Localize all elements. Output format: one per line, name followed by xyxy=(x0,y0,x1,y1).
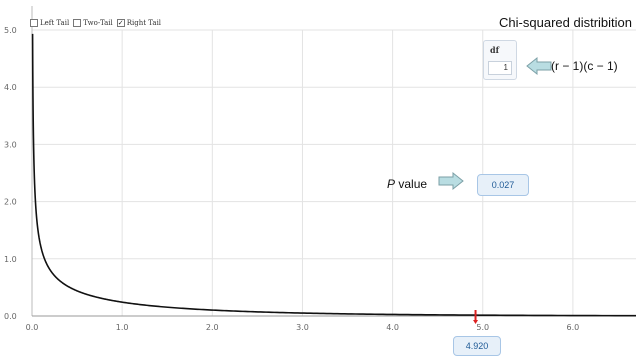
x-tick-label: 5.0 xyxy=(476,323,489,332)
y-tick-label: 4.0 xyxy=(4,83,17,92)
y-tick-label: 5.0 xyxy=(4,26,17,35)
x-tick-label: 0.0 xyxy=(26,323,39,332)
right-arrow-icon xyxy=(438,171,464,191)
critical-value-input[interactable]: 4.920 xyxy=(453,336,501,356)
x-tick-label: 4.0 xyxy=(386,323,399,332)
left-tail-option[interactable]: Left Tail xyxy=(30,19,69,27)
p-value-label-italic: P xyxy=(387,177,396,191)
p-value-label: P value xyxy=(387,177,427,191)
y-tick-label: 1.0 xyxy=(4,255,17,264)
x-tick-label: 2.0 xyxy=(206,323,219,332)
df-input[interactable]: 1 xyxy=(488,61,512,75)
right-tail-option[interactable]: ✓ Right Tail xyxy=(116,19,162,27)
p-value-label-rest: value xyxy=(395,177,428,191)
tail-selector: Left Tail Two-Tail ✓ Right Tail xyxy=(30,16,161,30)
critical-value-marker-tip xyxy=(473,320,479,324)
x-tick-label: 6.0 xyxy=(567,323,580,332)
x-tick-label: 1.0 xyxy=(116,323,129,332)
y-tick-label: 3.0 xyxy=(4,140,17,149)
df-formula-annotation: (r − 1)(c − 1) xyxy=(551,59,618,73)
left-tail-checkbox[interactable] xyxy=(30,19,38,27)
left-arrow-icon xyxy=(526,56,552,76)
x-tick-label: 3.0 xyxy=(296,323,309,332)
two-tail-label: Two-Tail xyxy=(83,19,113,27)
density-curve xyxy=(31,33,636,317)
y-tick-label: 0.0 xyxy=(4,312,17,321)
p-value-output[interactable]: 0.027 xyxy=(477,174,529,196)
two-tail-checkbox[interactable] xyxy=(73,19,82,27)
distribution-title: Chi-squared distribition xyxy=(499,15,632,30)
two-tail-option[interactable]: Two-Tail xyxy=(73,19,113,27)
left-tail-label: Left Tail xyxy=(40,19,70,27)
right-tail-label: Right Tail xyxy=(126,19,162,27)
df-label: df xyxy=(490,45,500,55)
y-tick-label: 2.0 xyxy=(4,198,17,207)
df-panel: df 1 xyxy=(483,40,517,80)
right-tail-checkbox[interactable]: ✓ xyxy=(116,19,125,27)
